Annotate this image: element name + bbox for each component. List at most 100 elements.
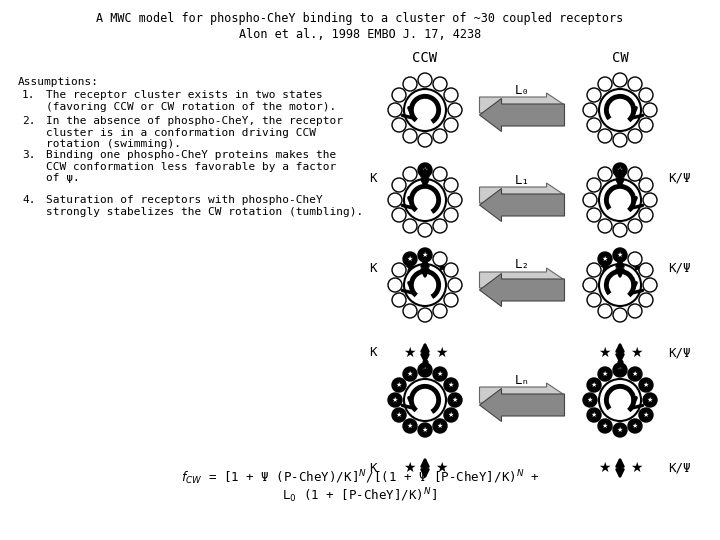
Circle shape: [433, 129, 447, 143]
Circle shape: [587, 408, 601, 422]
Text: L₀: L₀: [515, 84, 529, 97]
Circle shape: [418, 363, 432, 377]
Circle shape: [587, 293, 601, 307]
Circle shape: [613, 73, 627, 87]
Text: ★: ★: [617, 427, 623, 433]
Circle shape: [599, 89, 641, 131]
Text: Assumptions:: Assumptions:: [18, 77, 99, 87]
Text: ★: ★: [630, 261, 642, 275]
Circle shape: [448, 278, 462, 292]
Circle shape: [403, 219, 417, 233]
Circle shape: [643, 393, 657, 407]
Text: ★: ★: [647, 397, 653, 403]
Text: ★: ★: [392, 397, 398, 403]
Circle shape: [598, 77, 612, 91]
Circle shape: [392, 408, 406, 422]
Circle shape: [433, 419, 447, 433]
Text: ★: ★: [402, 346, 415, 360]
Circle shape: [587, 88, 601, 102]
Circle shape: [448, 103, 462, 117]
Text: ★: ★: [632, 371, 638, 377]
Circle shape: [444, 88, 458, 102]
Circle shape: [587, 208, 601, 222]
Circle shape: [418, 73, 432, 87]
Text: A MWC model for phospho-CheY binding to a cluster of ~30 coupled receptors: A MWC model for phospho-CheY binding to …: [96, 12, 624, 25]
Circle shape: [392, 88, 406, 102]
Text: ★: ★: [598, 461, 611, 475]
Text: ★: ★: [402, 261, 415, 275]
Text: K: K: [369, 261, 377, 274]
Circle shape: [628, 419, 642, 433]
Text: 3.: 3.: [22, 150, 35, 160]
Circle shape: [628, 167, 642, 181]
Circle shape: [403, 252, 417, 266]
Circle shape: [444, 408, 458, 422]
Text: ★: ★: [396, 382, 402, 388]
Circle shape: [639, 178, 653, 192]
Circle shape: [598, 304, 612, 318]
Text: ★: ★: [617, 367, 623, 373]
Circle shape: [403, 77, 417, 91]
Circle shape: [418, 423, 432, 437]
Circle shape: [418, 133, 432, 147]
Circle shape: [598, 419, 612, 433]
Text: ★: ★: [452, 397, 458, 403]
Text: ★: ★: [602, 423, 608, 429]
Text: L$_0$ (1 + [P-CheY]/K)$^N$]: L$_0$ (1 + [P-CheY]/K)$^N$]: [282, 487, 438, 505]
Circle shape: [599, 264, 641, 306]
Text: ★: ★: [591, 382, 597, 388]
Circle shape: [444, 263, 458, 277]
Text: ★: ★: [448, 382, 454, 388]
Circle shape: [583, 103, 597, 117]
Circle shape: [403, 304, 417, 318]
Text: ★: ★: [617, 252, 623, 258]
Circle shape: [628, 252, 642, 266]
Circle shape: [388, 193, 402, 207]
Circle shape: [404, 179, 446, 221]
Text: ★: ★: [632, 423, 638, 429]
Circle shape: [643, 278, 657, 292]
Text: ★: ★: [598, 261, 611, 275]
Circle shape: [599, 179, 641, 221]
Circle shape: [587, 263, 601, 277]
Circle shape: [613, 363, 627, 377]
Text: K: K: [369, 462, 377, 475]
Text: ★: ★: [422, 167, 428, 173]
Circle shape: [448, 193, 462, 207]
Text: ★: ★: [407, 371, 413, 377]
Circle shape: [403, 129, 417, 143]
Circle shape: [613, 248, 627, 262]
Circle shape: [392, 178, 406, 192]
Circle shape: [403, 419, 417, 433]
Text: ★: ★: [591, 412, 597, 418]
Circle shape: [388, 393, 402, 407]
Text: ★: ★: [598, 346, 611, 360]
Circle shape: [388, 278, 402, 292]
Circle shape: [639, 88, 653, 102]
FancyArrow shape: [480, 93, 564, 117]
Circle shape: [433, 367, 447, 381]
Text: CW: CW: [611, 51, 629, 65]
Circle shape: [639, 208, 653, 222]
Circle shape: [433, 304, 447, 318]
Circle shape: [444, 378, 458, 392]
Circle shape: [628, 367, 642, 381]
Text: ★: ★: [435, 171, 447, 185]
Circle shape: [639, 378, 653, 392]
Circle shape: [583, 193, 597, 207]
FancyArrow shape: [480, 268, 564, 292]
Text: ★: ★: [435, 261, 447, 275]
Text: ★: ★: [630, 346, 642, 360]
Circle shape: [392, 378, 406, 392]
Circle shape: [444, 178, 458, 192]
Text: ★: ★: [598, 171, 611, 185]
Text: ★: ★: [435, 346, 447, 360]
Text: ★: ★: [630, 461, 642, 475]
Circle shape: [418, 308, 432, 322]
Circle shape: [598, 252, 612, 266]
Circle shape: [628, 129, 642, 143]
Circle shape: [392, 263, 406, 277]
Text: ★: ★: [448, 412, 454, 418]
FancyArrow shape: [480, 383, 564, 407]
Text: K: K: [369, 347, 377, 360]
